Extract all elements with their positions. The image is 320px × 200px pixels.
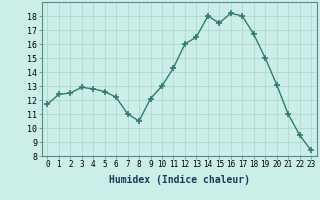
X-axis label: Humidex (Indice chaleur): Humidex (Indice chaleur) bbox=[109, 175, 250, 185]
